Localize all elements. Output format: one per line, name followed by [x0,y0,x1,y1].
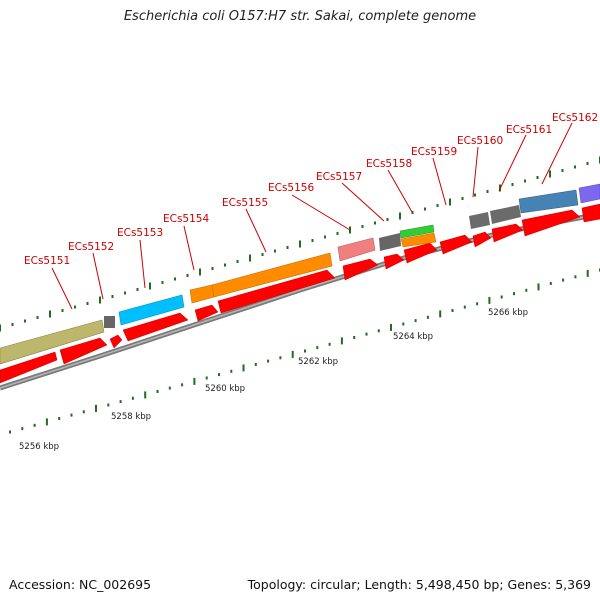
map-title: Escherichia coli O157:H7 str. Sakai, com… [123,9,477,24]
feature-bar-gray [379,233,401,251]
feature-bar-purple [578,183,600,204]
gene-label: ECs5151 [24,255,70,267]
cds-arrow [122,312,189,342]
cds-arrow [0,351,58,384]
feature-bar-salmon [337,237,376,262]
cds-arrow [403,242,438,264]
feature-track [0,183,600,365]
gene-label: ECs5155 [222,197,268,209]
scale-label: 5266 kbp [488,308,528,318]
gene-label-lines [51,122,573,310]
scale-label: 5258 kbp [111,412,151,422]
feature-bar-gray [469,212,490,229]
gene-label: ECs5158 [366,158,412,170]
cds-arrow [59,337,108,365]
feature-bar-green [399,224,435,239]
accession-text: Accession: NC_002695 [9,577,152,592]
scale-label: 5262 kbp [298,357,338,367]
cds-arrow [109,334,123,349]
gene-label: ECs5162 [552,112,598,124]
feature-bar-orange [400,232,437,248]
gene-labels: ECs5151 ECs5152 ECs5153 ECs5154 ECs5155 … [24,112,598,267]
gene-label: ECs5152 [68,241,114,253]
cds-arrow [217,269,336,314]
feature-bar-orange-large [211,252,333,298]
lower-tick-row [9,268,600,434]
gene-label: ECs5159 [411,146,457,158]
gene-label: ECs5161 [506,124,552,136]
gene-label: ECs5160 [457,135,503,147]
feature-bar-gray [104,316,115,328]
scale-labels: 5256 kbp 5258 kbp 5260 kbp 5262 kbp 5264… [19,308,528,452]
gene-label: ECs5154 [163,213,209,225]
cds-arrow [194,304,219,322]
genome-stats-text: Topology: circular; Length: 5,498,450 bp… [247,577,591,592]
cds-arrow [439,234,473,255]
cds-arrow [521,209,581,237]
gene-label: ECs5153 [117,227,163,239]
feature-bar-cyan [118,294,185,326]
scale-label: 5260 kbp [205,384,245,394]
scale-label: 5264 kbp [393,332,433,342]
gene-label: ECs5156 [268,182,314,194]
feature-bar-khaki [0,319,105,365]
gene-label: ECs5157 [316,171,362,183]
feature-bar-orange-small [189,284,215,304]
cds-arrow [581,203,600,223]
cds-arrow [491,223,524,243]
cds-arrow [472,231,492,248]
feature-bar-steelblue [518,189,579,214]
feature-bar-gray [490,205,521,224]
cds-track [0,203,600,384]
cds-arrow [383,253,405,270]
cds-arrow [342,258,379,281]
scale-label: 5256 kbp [19,442,59,452]
